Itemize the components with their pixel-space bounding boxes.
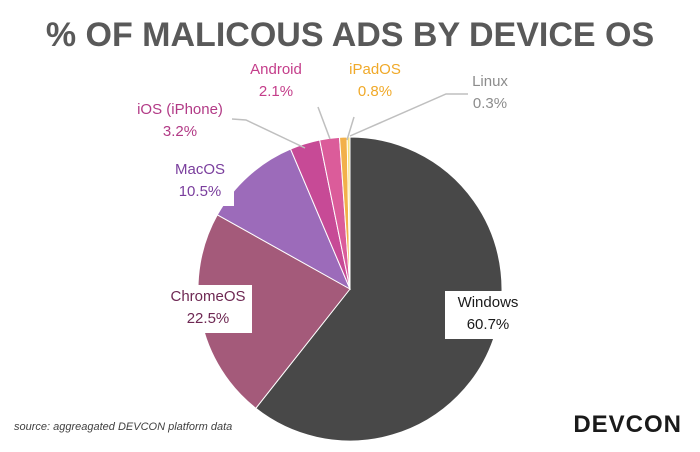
leader-line-android [317,106,331,140]
devcon-logo: DEVCON [573,411,682,438]
label-box-macos [166,158,234,206]
slice-label-value-macos: 10.5% [179,183,222,200]
slice-label-value-windows: 60.7% [467,316,510,333]
pie-slice-macos [216,148,352,291]
slice-label-value-ipados: 0.8% [358,83,392,100]
label-box-chromeos [164,285,252,333]
chart-title: % OF MALICOUS ADS BY DEVICE OS [46,16,654,54]
leader-line-linux [349,93,468,137]
slice-label-name-linux: Linux [472,73,508,90]
slice-label-value-chromeos: 22.5% [187,310,230,327]
slice-label-name-macos: MacOS [175,161,225,178]
slice-label-value-linux: 0.3% [473,95,507,112]
pie [197,136,503,442]
slice-label-value-ios-iphone: 3.2% [163,123,197,140]
slice-label-name-android: Android [250,61,302,78]
slice-label-name-chromeos: ChromeOS [170,288,245,305]
slice-label-name-ios-iphone: iOS (iPhone) [137,101,223,118]
leader-line-ipados [346,116,355,141]
slice-labels: Windows 60.7% ChromeOS 22.5% MacOS 10.5% iOS (… [137,61,531,339]
label-box-windows [445,291,531,339]
leader-line-ios-iphone [231,118,306,149]
slice-label-name-windows: Windows [458,294,519,311]
leader-lines [231,93,468,149]
slice-label-value-android: 2.1% [259,83,293,100]
slice-label-name-ipados: iPadOS [349,61,401,78]
source-note: source: aggreagated DEVCON platform data [14,421,232,433]
